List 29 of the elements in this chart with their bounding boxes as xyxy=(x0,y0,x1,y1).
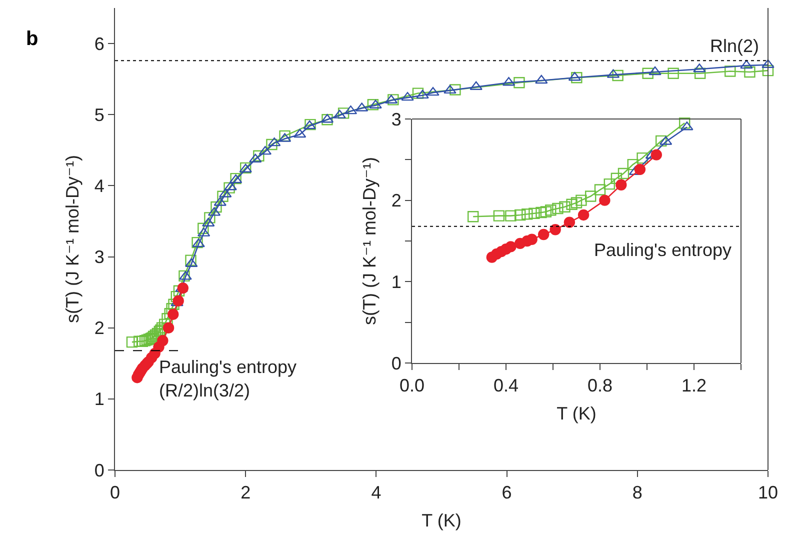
x-tick-label: 6 xyxy=(502,482,512,503)
y-axis-title: s(T) (J K⁻¹ mol-Dy⁻¹) xyxy=(62,155,83,323)
ref-line-label: Pauling's entropy xyxy=(594,240,732,260)
x-tick-label: 8 xyxy=(632,482,642,503)
y-tick-label: 3 xyxy=(94,247,104,268)
x-tick-label: 1.2 xyxy=(681,376,707,396)
y-tick-label: 3 xyxy=(391,109,402,130)
text: b xyxy=(26,28,38,50)
y-tick-label: 2 xyxy=(94,318,104,338)
x-tick-label: 4 xyxy=(371,482,382,503)
x-axis-title: T (K) xyxy=(556,404,596,424)
x-tick-label: 2 xyxy=(240,482,251,503)
y-axis-title: s(T) (J K⁻¹ mol-Dy⁻¹) xyxy=(360,157,380,325)
y-tick-label: 2 xyxy=(391,190,402,211)
y-tick-label: 1 xyxy=(391,272,402,292)
x-tick-label: 0.0 xyxy=(399,376,425,396)
y-tick-label: 6 xyxy=(94,34,104,54)
ref-line-label: Rln(2) xyxy=(710,36,760,56)
annotation: Pauling's entropy (R/2)ln(3/2) xyxy=(159,357,297,400)
y-tick-label: 4 xyxy=(94,176,104,196)
y-tick-label: 5 xyxy=(94,104,104,125)
y-tick-label: 0 xyxy=(391,353,402,374)
x-tick-label: 0.8 xyxy=(587,376,613,396)
y-tick-label: 0 xyxy=(94,460,104,480)
x-tick-label: 0.4 xyxy=(493,376,519,396)
y-tick-label: 1 xyxy=(94,389,104,410)
x-axis-title: T (K) xyxy=(422,510,462,531)
x-tick-label: 0 xyxy=(110,482,120,503)
x-tick-label: 10 xyxy=(758,482,778,503)
